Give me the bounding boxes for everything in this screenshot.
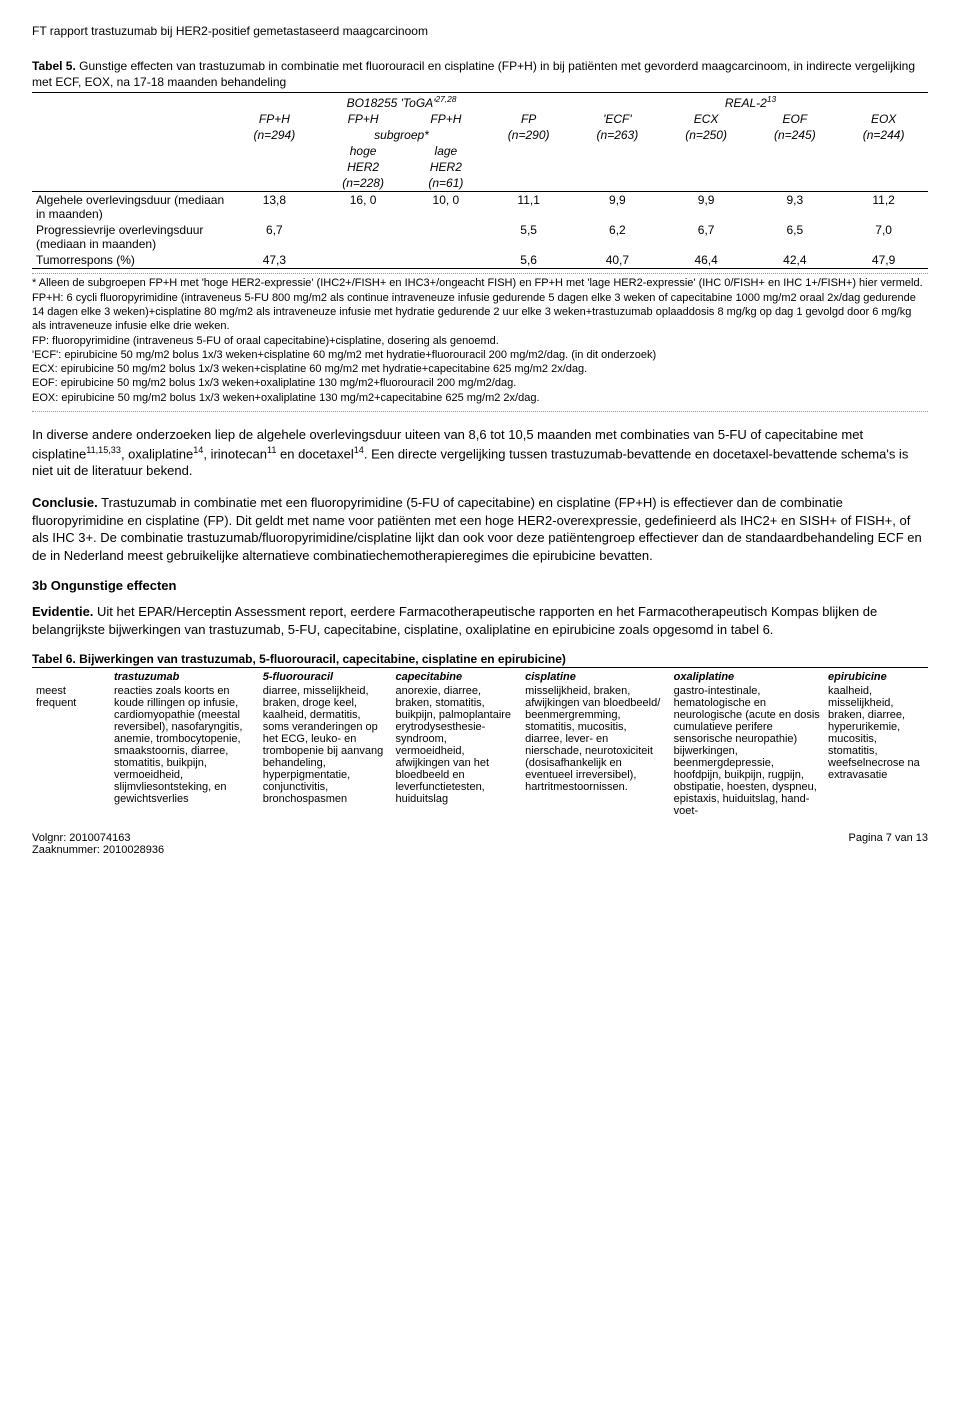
page-header: FT rapport trastuzumab bij HER2-positief…: [32, 24, 928, 38]
t6-col4: cisplatine: [521, 670, 670, 684]
t5-r2-v5: 6,2: [573, 222, 662, 252]
divider: [32, 411, 928, 412]
t5-sub-c2b: HER2: [319, 159, 408, 175]
t5-h6: ECX: [662, 111, 751, 127]
t5-r3-v5: 40,7: [573, 252, 662, 269]
evidentie-label: Evidentie.: [32, 604, 93, 619]
t5-sub-c2a: hoge: [319, 143, 408, 159]
t5-r3-v3: [407, 252, 484, 269]
p1b: , oxaliplatine: [121, 446, 193, 461]
conclusie-text: Trastuzumab in combinatie met een fluoro…: [32, 495, 922, 563]
t6-col3: capecitabine: [391, 670, 521, 684]
footer-volgnr: Volgnr: 2010074163: [32, 832, 164, 844]
p1d: en docetaxel: [276, 446, 353, 461]
conclusie-paragraph: Conclusie. Trastuzumab in combinatie met…: [32, 494, 928, 564]
t5-r2-v4: 5,5: [484, 222, 573, 252]
t5-r3-v7: 42,4: [750, 252, 839, 269]
footer-zaaknummer: Zaaknummer: 2010028936: [32, 844, 164, 856]
t5-n4: (n=290): [484, 127, 573, 143]
t5-n5: (n=263): [573, 127, 662, 143]
t6-cell2: diarree, misselijkheid, braken, droge ke…: [259, 684, 392, 818]
t5-row1-label: Algehele overlevingsduur (mediaan in maa…: [32, 192, 230, 223]
evidentie-text: Uit het EPAR/Herceptin Assessment report…: [32, 604, 877, 637]
t5-r2-v8: 7,0: [839, 222, 928, 252]
t5-row3-label: Tumorrespons (%): [32, 252, 230, 269]
t5-n6: (n=250): [662, 127, 751, 143]
t5-h4: FP: [484, 111, 573, 127]
p1s1: 11,15,33: [86, 445, 121, 455]
p1s3: 11: [267, 445, 276, 455]
t5-r3-v4: 5,6: [484, 252, 573, 269]
t6-cell3: anorexie, diarree, braken, stomatitis, b…: [391, 684, 521, 818]
t5-r1-v5: 9,9: [573, 192, 662, 223]
t5-row2-label: Progressievrije overlevingsduur (mediaan…: [32, 222, 230, 252]
t5-n1: (n=294): [230, 127, 319, 143]
t5-sub-c3a: lage: [407, 143, 484, 159]
t5-sub-c2c: (n=228): [319, 175, 408, 192]
t5-study-right-sup: 13: [767, 94, 776, 104]
t5-h1: FP+H: [230, 111, 319, 127]
p1s4: 14: [354, 445, 364, 455]
t5-r1-v4: 11,1: [484, 192, 573, 223]
footer-left: Volgnr: 2010074163 Zaaknummer: 201002893…: [32, 832, 164, 856]
t5-r2-v6: 6,7: [662, 222, 751, 252]
t5-study-right: REAL-213: [573, 93, 928, 112]
t5-n8: (n=244): [839, 127, 928, 143]
t5-sub-c3b: HER2: [407, 159, 484, 175]
t5-r1-v6: 9,9: [662, 192, 751, 223]
t5-h3: FP+H: [407, 111, 484, 127]
section-3b-heading: 3b Ongunstige effecten: [32, 578, 928, 593]
p1s2: 14: [193, 445, 203, 455]
page-footer: Volgnr: 2010074163 Zaaknummer: 201002893…: [32, 832, 928, 856]
table6-caption: Tabel 6. Bijwerkingen van trastuzumab, 5…: [32, 652, 928, 668]
t5-r1-v2: 16, 0: [319, 192, 408, 223]
t5-h7: EOF: [750, 111, 839, 127]
t6-col1: trastuzumab: [110, 670, 259, 684]
t6-col6: epirubicine: [824, 670, 928, 684]
table5-caption: Tabel 5. Gunstige effecten van trastuzum…: [32, 58, 928, 90]
t5-study-left-sup: 27,28: [435, 94, 456, 104]
t5-r3-v1: 47,3: [230, 252, 319, 269]
table5: BO18255 'ToGA'27,28 REAL-213 FP+H FP+H F…: [32, 92, 928, 269]
t6-col2: 5-fluorouracil: [259, 670, 392, 684]
t5-r1-v1: 13,8: [230, 192, 319, 223]
t6-cell4: misselijkheid, braken, afwijkingen van b…: [521, 684, 670, 818]
t5-r2-v2: [319, 222, 408, 252]
t6-cell6: kaalheid, misselijkheid, braken, diarree…: [824, 684, 928, 818]
t5-r1-v3: 10, 0: [407, 192, 484, 223]
conclusie-label: Conclusie.: [32, 495, 98, 510]
t5-h8: EOX: [839, 111, 928, 127]
evidentie-paragraph: Evidentie. Uit het EPAR/Herceptin Assess…: [32, 603, 928, 638]
footer-pagination: Pagina 7 van 13: [848, 832, 928, 856]
p1c: , irinotecan: [203, 446, 267, 461]
t5-n7: (n=245): [750, 127, 839, 143]
table5-footnote: * Alleen de subgroepen FP+H met 'hoge HE…: [32, 273, 928, 405]
t5-study-left: BO18255 'ToGA'27,28: [230, 93, 573, 112]
t5-study-left-text: BO18255 'ToGA': [347, 96, 436, 110]
t6-rowlabel: meest frequent: [32, 684, 110, 818]
t5-h2: FP+H: [319, 111, 408, 127]
paragraph-1: In diverse andere onderzoeken liep de al…: [32, 426, 928, 480]
t5-study-right-text: REAL-2: [725, 96, 767, 110]
t6-cell5: gastro-intestinale, hematologische en ne…: [670, 684, 824, 818]
t5-r2-v3: [407, 222, 484, 252]
table6: trastuzumab 5-fluorouracil capecitabine …: [32, 670, 928, 818]
t5-r2-v1: 6,7: [230, 222, 319, 252]
t5-r1-v7: 9,3: [750, 192, 839, 223]
t5-r1-v8: 11,2: [839, 192, 928, 223]
table5-caption-label: Tabel 5.: [32, 59, 76, 73]
t5-r3-v2: [319, 252, 408, 269]
t5-r3-v8: 47,9: [839, 252, 928, 269]
t5-r3-v6: 46,4: [662, 252, 751, 269]
t5-r2-v7: 6,5: [750, 222, 839, 252]
table5-caption-text: Gunstige effecten van trastuzumab in com…: [32, 59, 915, 89]
t5-sub-c3c: (n=61): [407, 175, 484, 192]
t6-cell1: reacties zoals koorts en koude rillingen…: [110, 684, 259, 818]
t5-h5: 'ECF': [573, 111, 662, 127]
t6-col5: oxaliplatine: [670, 670, 824, 684]
t5-n-sub: subgroep*: [319, 127, 485, 143]
